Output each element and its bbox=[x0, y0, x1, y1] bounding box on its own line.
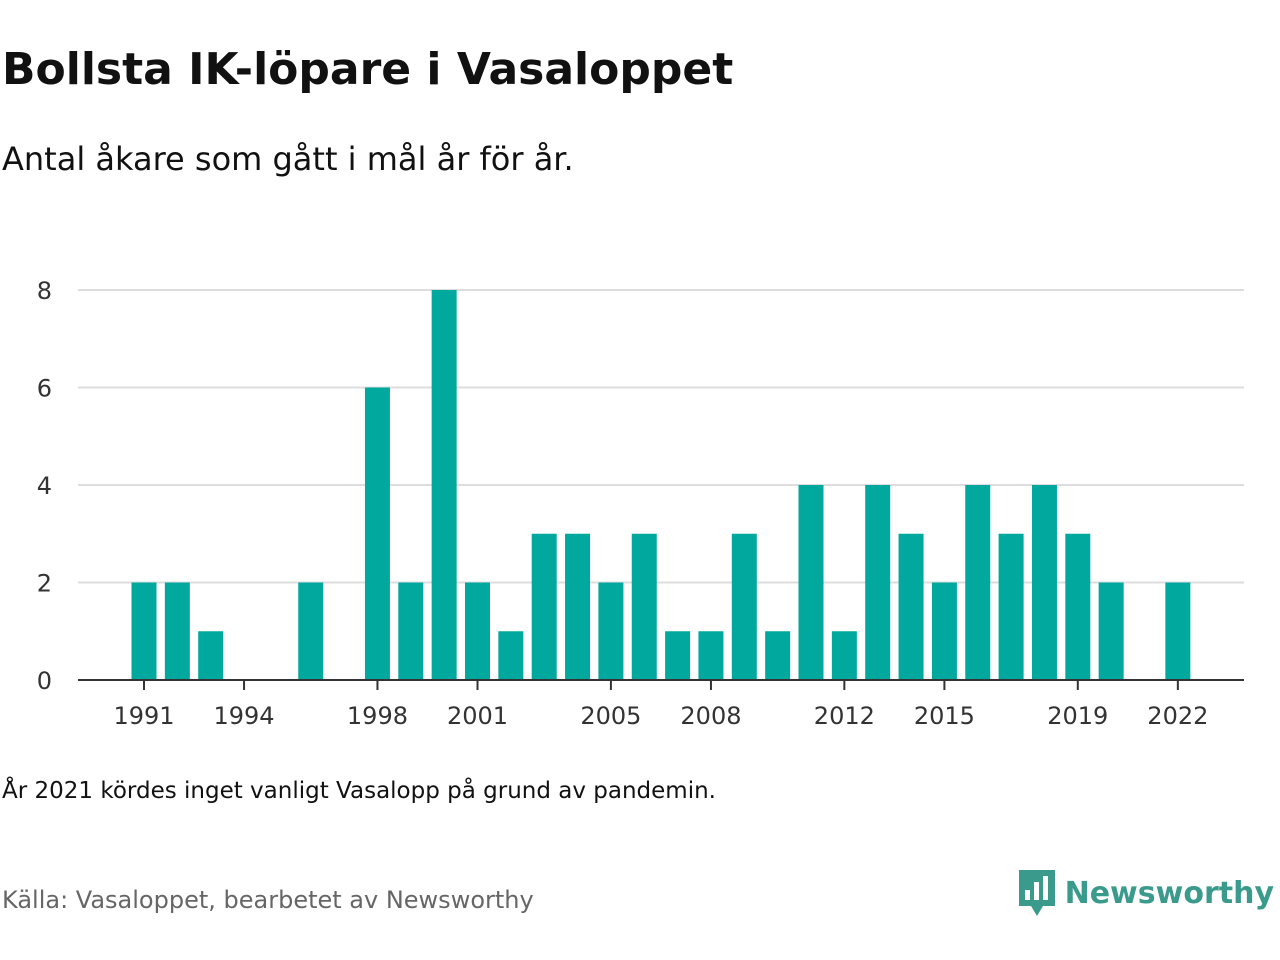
x-tick-label: 2001 bbox=[447, 702, 508, 730]
chart-subtitle: Antal åkare som gått i mål år för år. bbox=[2, 140, 574, 178]
bar bbox=[131, 582, 157, 680]
bar bbox=[164, 582, 190, 680]
bar-chart: 0 2 4 6 8 1991 1994 1998 2001 2005 2008 2012 2015 201… bbox=[37, 277, 1244, 730]
bar bbox=[364, 387, 390, 680]
bar bbox=[1165, 582, 1191, 680]
bar bbox=[631, 533, 657, 680]
bar bbox=[498, 631, 524, 680]
bar bbox=[731, 533, 757, 680]
bar bbox=[831, 631, 857, 680]
y-tick-label: 0 bbox=[37, 667, 52, 695]
bar bbox=[298, 582, 324, 680]
bar bbox=[698, 631, 724, 680]
x-tick-label: 1998 bbox=[347, 702, 408, 730]
brand-name: Newsworthy bbox=[1064, 875, 1274, 911]
bar bbox=[565, 533, 591, 680]
bar bbox=[931, 582, 957, 680]
chart-note: År 2021 kördes inget vanligt Vasalopp på… bbox=[2, 778, 716, 804]
brand-logo[interactable]: Newsworthy bbox=[1017, 868, 1274, 918]
x-tick-label: 2015 bbox=[914, 702, 975, 730]
y-tick-label: 8 bbox=[37, 277, 52, 305]
bar bbox=[531, 533, 557, 680]
x-tick-label: 2008 bbox=[680, 702, 741, 730]
bar bbox=[798, 485, 824, 680]
bar bbox=[465, 582, 490, 680]
y-tick-label: 2 bbox=[37, 570, 52, 598]
bar bbox=[965, 485, 991, 680]
bar bbox=[998, 533, 1024, 680]
bar bbox=[598, 582, 624, 680]
bar bbox=[665, 631, 691, 680]
x-tick-label: 1991 bbox=[113, 702, 174, 730]
bar bbox=[765, 631, 791, 680]
y-tick-label: 4 bbox=[37, 472, 52, 500]
x-tick-label: 1994 bbox=[214, 702, 275, 730]
x-tick-label: 2022 bbox=[1147, 702, 1208, 730]
bar bbox=[431, 290, 457, 680]
bar bbox=[1065, 533, 1091, 680]
x-tick-label: 2019 bbox=[1047, 702, 1108, 730]
bar bbox=[398, 582, 424, 680]
bar bbox=[898, 533, 924, 680]
y-tick-label: 6 bbox=[37, 375, 52, 403]
source-credit: Källa: Vasaloppet, bearbetet av Newswort… bbox=[2, 886, 534, 914]
bar bbox=[1031, 485, 1057, 680]
x-tick-label: 2005 bbox=[580, 702, 641, 730]
x-tick-label: 2012 bbox=[814, 702, 875, 730]
bar-chart-speech-bubble-icon bbox=[1018, 870, 1055, 916]
bar bbox=[1098, 582, 1124, 680]
chart-title: Bollsta IK-löpare i Vasaloppet bbox=[2, 44, 734, 95]
bar bbox=[198, 631, 224, 680]
bar bbox=[865, 485, 891, 680]
